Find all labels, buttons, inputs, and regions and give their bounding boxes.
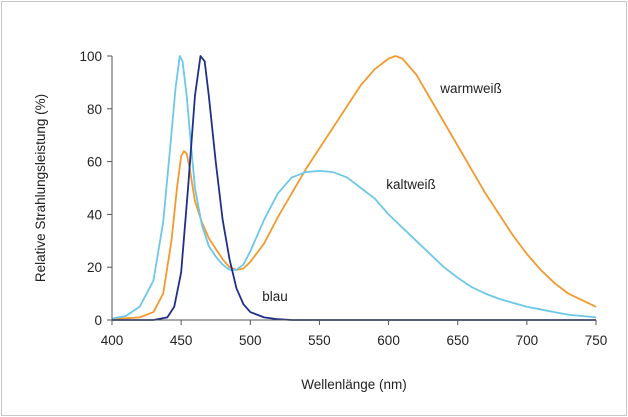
y-axis-title: Relative Strahlungsleistung (%)	[33, 94, 48, 282]
y-tick-label: 0	[94, 313, 102, 328]
x-tick-label: 400	[101, 333, 124, 348]
y-tick-label: 20	[87, 260, 102, 275]
series-label-kaltweiss: kaltweiß	[386, 177, 436, 192]
x-tick-label: 550	[308, 333, 331, 348]
y-tick-label: 80	[87, 102, 102, 117]
series-line-kaltweiss	[111, 55, 597, 320]
series-line-warmweiss	[111, 55, 597, 321]
series-label-blau: blau	[262, 289, 288, 304]
x-tick-label: 600	[377, 333, 400, 348]
x-tick-label: 500	[239, 333, 262, 348]
x-axis-title: Wellenlänge (nm)	[301, 377, 407, 392]
series-line-blau	[112, 55, 596, 321]
x-tick-label: 650	[446, 333, 469, 348]
x-tick-label: 700	[516, 333, 539, 348]
x-tick-label: 750	[585, 333, 608, 348]
y-tick-label: 40	[87, 207, 102, 222]
y-tick-label: 100	[79, 49, 102, 64]
y-tick-label: 60	[87, 155, 102, 170]
series-label-warmweiss: warmweiß	[439, 81, 502, 96]
x-tick-label: 450	[170, 333, 193, 348]
